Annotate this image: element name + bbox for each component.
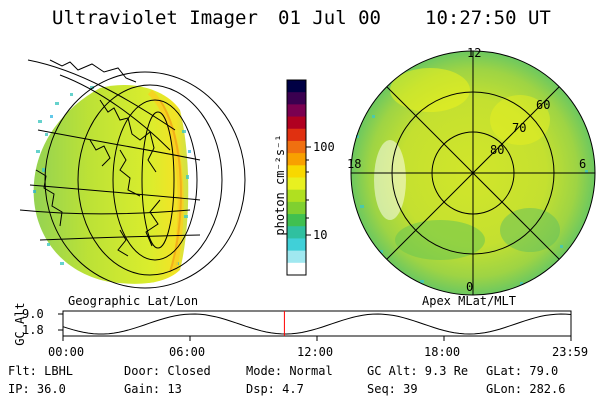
mlt-label-18: 18 [347, 157, 362, 171]
ip-info: IP: 36.0 [8, 382, 66, 396]
colorbar-cell [287, 80, 306, 93]
apex-polar-plot [350, 50, 596, 296]
colorbar-cell [287, 104, 306, 118]
geographic-caption: Geographic Lat/Lon [68, 294, 199, 308]
colorbar-cell [287, 165, 306, 178]
colorbar-cell [287, 128, 306, 142]
colorbar-cell [287, 92, 306, 105]
mode-info: Mode: Normal [246, 364, 333, 378]
altitude-plot [58, 310, 572, 341]
mlt-label-12: 12 [467, 46, 482, 60]
colorbar-cell [287, 116, 306, 130]
time-tick-0000: 00:00 [48, 345, 85, 359]
dsp-info: Dsp: 4.7 [246, 382, 304, 396]
altitude-tick-high: 9.0 [22, 307, 44, 321]
mlat-label-60: 60 [536, 98, 551, 112]
apex-caption: Apex MLat/MLT [422, 294, 516, 308]
colorbar-cell [287, 140, 306, 154]
mlat-label-80: 80 [490, 143, 505, 157]
colorbar-cell [287, 262, 306, 276]
colorbar-cell [287, 214, 306, 227]
seq-info: Seq: 39 [367, 382, 418, 396]
time-tick-1800: 18:00 [424, 345, 461, 359]
colorbar-cell [287, 153, 306, 166]
colorbar-cell [287, 226, 306, 239]
door-info: Door: Closed [124, 364, 211, 378]
colorbar-tick-100: 100 [313, 140, 335, 154]
colorbar-unit-label: photon cm⁻²s⁻¹ [273, 134, 287, 236]
time-tick-1200: 12:00 [297, 345, 334, 359]
colorbar-cell [287, 201, 306, 215]
filter-info: Flt: LBHL [8, 364, 74, 378]
colorbar-cell [287, 177, 306, 191]
time-label: 10:27:50 UT [425, 7, 551, 29]
geographic-image [19, 59, 246, 289]
mlt-label-6: 6 [579, 157, 587, 171]
colorbar [286, 79, 311, 276]
time-tick-2359: 23:59 [552, 345, 589, 359]
time-tick-0600: 06:00 [169, 345, 206, 359]
colorbar-cell [287, 250, 306, 264]
glat-info: GLat: 79.0 [486, 364, 559, 378]
mlat-label-70: 70 [512, 121, 527, 135]
gc-alt-info: GC Alt: 9.3 Re [367, 364, 469, 378]
colorbar-tick-10: 10 [313, 228, 328, 242]
glon-info: GLon: 282.6 [486, 382, 566, 396]
altitude-tick-low: 1.8 [22, 323, 44, 337]
colorbar-cell [287, 238, 306, 252]
colorbar-cell [287, 189, 306, 203]
app-title: Ultraviolet Imager [52, 7, 258, 29]
mlt-label-0: 0 [466, 280, 474, 294]
date-label: 01 Jul 00 [278, 7, 381, 29]
gain-info: Gain: 13 [124, 382, 182, 396]
